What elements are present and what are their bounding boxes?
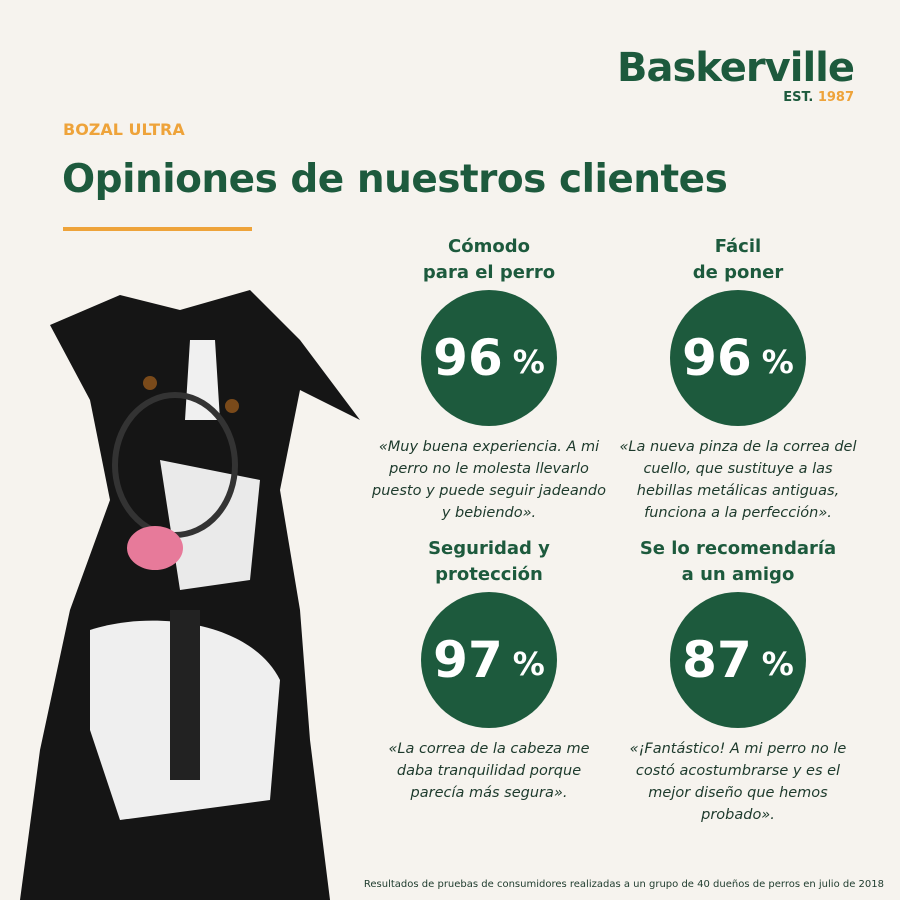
stat-easy-to-fit: Fácil de poner 96% «La nueva pinza de la … <box>618 234 858 524</box>
title-underline <box>63 227 252 231</box>
stat-heading: Seguridad y protección <box>428 538 550 585</box>
stat-heading: Se lo recomendaría a un amigo <box>639 538 837 585</box>
stat-circle: 96% <box>670 290 806 426</box>
stat-value: 87 <box>682 631 752 689</box>
stat-circle: 96% <box>421 290 557 426</box>
est-label: EST. <box>783 90 814 105</box>
stat-quote: «¡Fantástico! A mi perro no le costó aco… <box>629 741 847 823</box>
brand-established: EST. 1987 <box>617 90 854 105</box>
dog-photo <box>20 290 360 900</box>
stat-circle: 97% <box>421 592 557 728</box>
footnote: Resultados de pruebas de consumidores re… <box>363 879 884 890</box>
stat-quote: «La nueva pinza de la correa del cuello,… <box>619 439 857 521</box>
stat-unit: % <box>512 343 545 381</box>
stat-unit: % <box>761 343 794 381</box>
stat-quote: «Muy buena experiencia. A mi perro no le… <box>372 439 606 521</box>
stat-heading: Cómodo para el perro <box>422 236 556 283</box>
stat-heading: Fácil de poner <box>692 236 784 283</box>
stat-safety: Seguridad y protección 97% «La correa de … <box>369 536 609 804</box>
stat-value: 96 <box>682 329 752 387</box>
est-year: 1987 <box>817 90 854 105</box>
stat-unit: % <box>512 645 545 683</box>
stat-unit: % <box>761 645 794 683</box>
stat-quote: «La correa de la cabeza me daba tranquil… <box>388 741 590 801</box>
stat-recommend: Se lo recomendaría a un amigo 87% «¡Fantá… <box>618 536 858 826</box>
stat-value: 97 <box>433 631 503 689</box>
stat-circle: 87% <box>670 592 806 728</box>
brand-name: Baskerville <box>616 45 855 91</box>
stat-value: 96 <box>433 329 503 387</box>
product-label: BOZAL ULTRA <box>63 120 185 139</box>
page-title: Opiniones de nuestros clientes <box>62 157 728 202</box>
stat-comfort: Cómodo para el perro 96% «Muy buena exper… <box>369 234 609 524</box>
brand-logo: Baskerville EST. 1987 <box>616 45 855 105</box>
